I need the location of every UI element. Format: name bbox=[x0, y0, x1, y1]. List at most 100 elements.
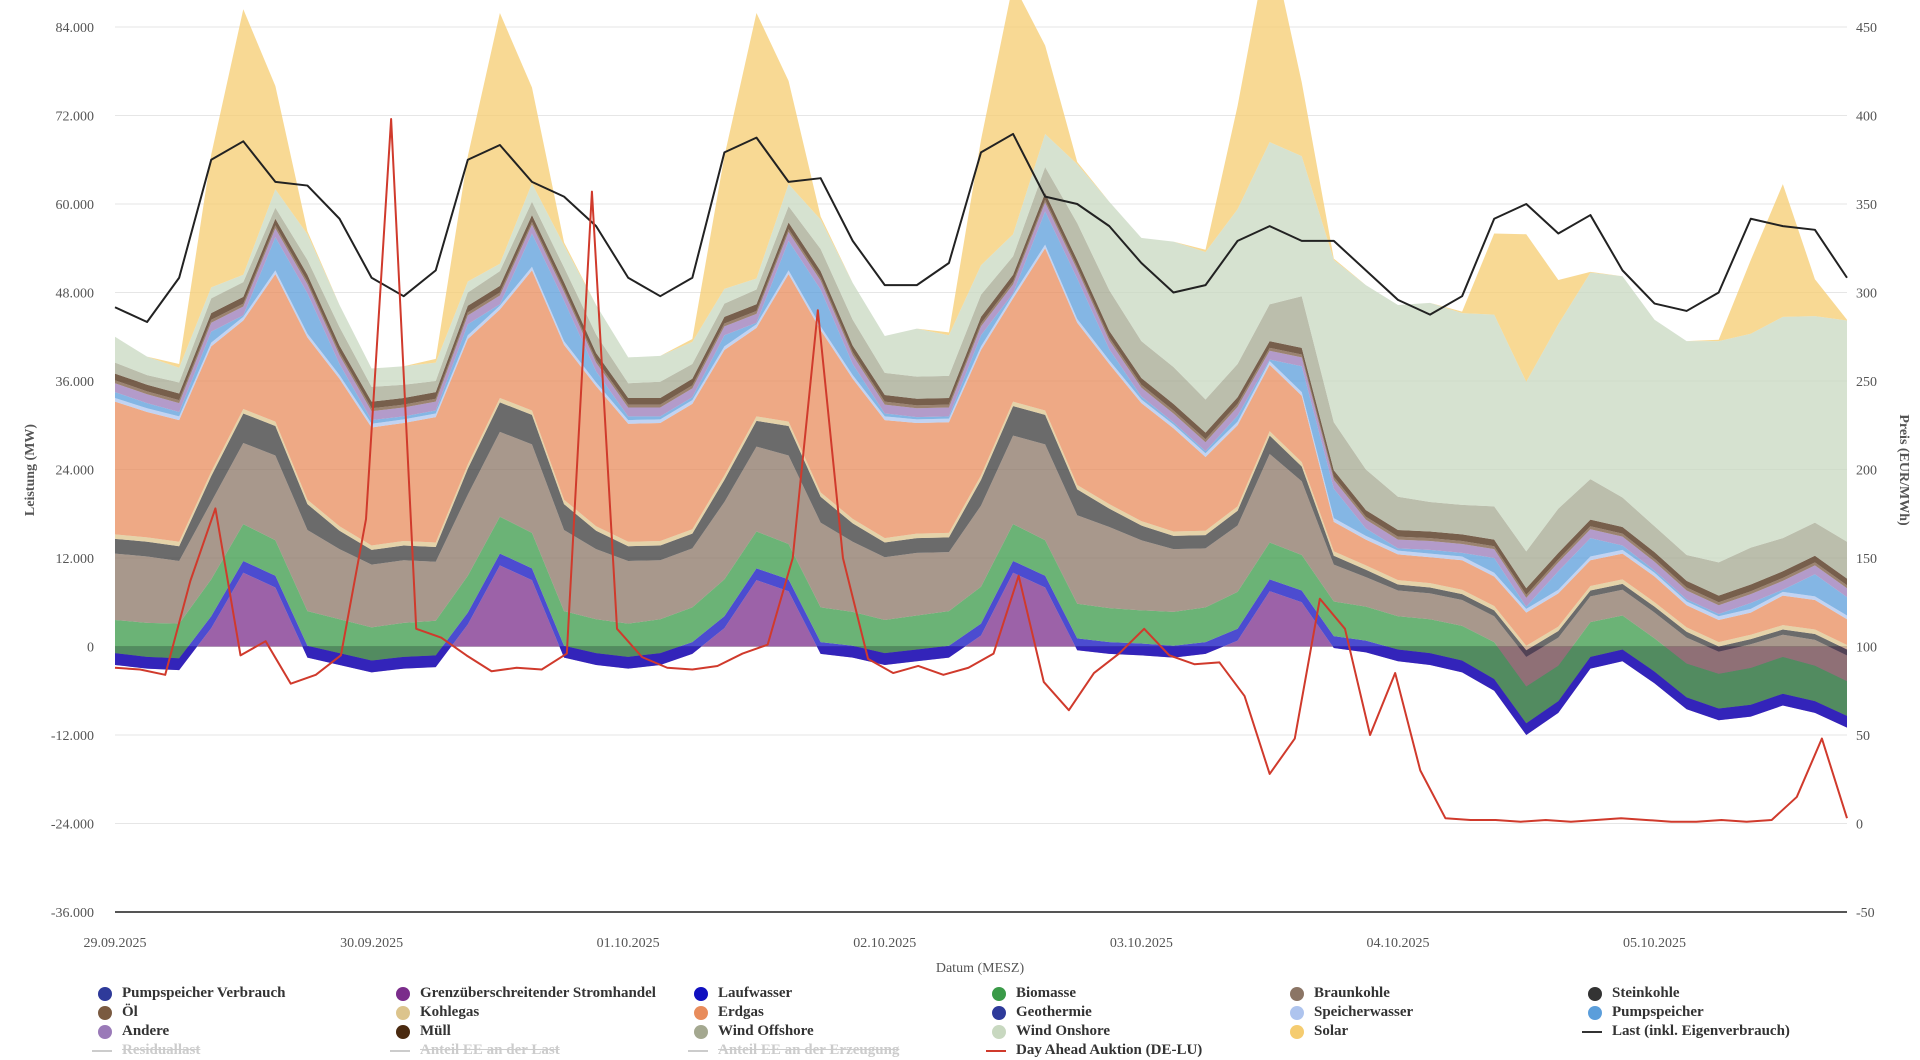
y-left-tick-label: 72.000 bbox=[56, 110, 95, 125]
y-right-tick-label: 450 bbox=[1856, 21, 1877, 36]
legend-label: Biomasse bbox=[1016, 985, 1076, 1001]
legend-label: Anteil EE an der Erzeugung bbox=[718, 1042, 900, 1058]
x-axis-title: Datum (MESZ) bbox=[936, 961, 1025, 975]
area-solar[interactable] bbox=[115, 0, 1847, 382]
x-tick-label: 02.10.2025 bbox=[853, 936, 916, 951]
legend-item[interactable]: Last (inkl. Eigenverbrauch) bbox=[1582, 1022, 1880, 1041]
legend-dot-icon bbox=[98, 1024, 112, 1039]
legend-label: Speicherwasser bbox=[1314, 1004, 1414, 1020]
legend-dot-icon bbox=[396, 986, 410, 1001]
legend-item[interactable]: Solar bbox=[1284, 1022, 1582, 1041]
legend-line-icon bbox=[688, 1049, 708, 1052]
y-right-tick-label: 400 bbox=[1856, 110, 1877, 125]
legend-label: Öl bbox=[122, 1004, 138, 1020]
area-biomasse[interactable] bbox=[115, 516, 1847, 724]
legend-item[interactable]: Geothermie bbox=[986, 1003, 1284, 1022]
legend-dot-icon bbox=[396, 1024, 410, 1039]
legend-line-icon bbox=[986, 1049, 1006, 1052]
legend-label: Wind Onshore bbox=[1016, 1023, 1111, 1039]
legend-item[interactable]: Pumpspeicher bbox=[1582, 1003, 1880, 1022]
legend-item[interactable]: Day Ahead Auktion (DE-LU) bbox=[986, 1041, 1284, 1060]
y-axis-right-title: Preis (EUR/MWh) bbox=[1896, 414, 1911, 526]
axes: 84.000 72.000 60.000 48.000 36.000 24.000 12.0… bbox=[51, 21, 1877, 951]
legend-dot-icon bbox=[694, 1024, 708, 1039]
area-erdgas[interactable] bbox=[115, 248, 1847, 646]
legend-label: Anteil EE an der Last bbox=[420, 1042, 560, 1058]
y-left-tick-label: -12.000 bbox=[51, 729, 94, 744]
legend-dot-icon bbox=[1290, 1024, 1304, 1039]
line-day-ahead-auktion-de-lu-[interactable] bbox=[114, 118, 1848, 823]
legend-item[interactable]: Pumpspeicher Verbrauch bbox=[92, 984, 390, 1003]
legend-item[interactable]: Anteil EE an der Erzeugung bbox=[688, 1041, 986, 1060]
legend-item[interactable]: Andere bbox=[92, 1022, 390, 1041]
y-left-tick-label: 84.000 bbox=[56, 21, 95, 36]
legend-dot-icon bbox=[992, 986, 1006, 1001]
area-braunkohle[interactable] bbox=[115, 431, 1847, 687]
legend-item[interactable]: Braunkohle bbox=[1284, 984, 1582, 1003]
legend-label: Geothermie bbox=[1016, 1004, 1092, 1020]
legend-dot-icon bbox=[694, 1005, 708, 1020]
legend-item[interactable]: Laufwasser bbox=[688, 984, 986, 1003]
y-left-tick-label: -36.000 bbox=[51, 906, 94, 921]
x-tick-label: 01.10.2025 bbox=[597, 936, 660, 951]
energy-chart: 84.000 72.000 60.000 48.000 36.000 24.000 12.0… bbox=[23, 0, 1911, 976]
legend-dot-icon bbox=[1588, 986, 1602, 1001]
y-left-tick-label: 48.000 bbox=[56, 287, 95, 302]
legend-label: Pumpspeicher bbox=[1612, 1004, 1704, 1020]
legend-item[interactable]: Wind Offshore bbox=[688, 1022, 986, 1041]
y-left-tick-label: 0 bbox=[87, 641, 94, 656]
legend-item[interactable]: Öl bbox=[92, 1003, 390, 1022]
line-last-inkl-eigenverbrauch-[interactable] bbox=[114, 132, 1848, 323]
area-steinkohle[interactable] bbox=[115, 402, 1847, 657]
line-series bbox=[114, 118, 1848, 823]
legend-label: Residuallast bbox=[122, 1042, 201, 1058]
legend-label: Wind Offshore bbox=[718, 1023, 814, 1039]
x-tick-label: 04.10.2025 bbox=[1366, 936, 1429, 951]
legend-dot-icon bbox=[98, 986, 112, 1001]
y-right-tick-label: 300 bbox=[1856, 287, 1877, 302]
legend-label: Andere bbox=[122, 1023, 170, 1039]
x-tick-label: 30.09.2025 bbox=[340, 936, 403, 951]
y-left-tick-label: 36.000 bbox=[56, 375, 95, 390]
legend-item[interactable]: Biomasse bbox=[986, 984, 1284, 1003]
legend-label: Laufwasser bbox=[718, 985, 793, 1001]
legend-item[interactable]: Residuallast bbox=[92, 1041, 390, 1060]
legend-label: Grenzüberschreitender Stromhandel bbox=[420, 985, 656, 1001]
legend-item[interactable]: Grenzüberschreitender Stromhandel bbox=[390, 984, 688, 1003]
legend-item[interactable]: Anteil EE an der Last bbox=[390, 1041, 688, 1060]
x-tick-label: 03.10.2025 bbox=[1110, 936, 1173, 951]
y-left-tick-label: 60.000 bbox=[56, 198, 95, 213]
legend-dot-icon bbox=[1588, 1005, 1602, 1020]
y-right-tick-label: 100 bbox=[1856, 641, 1877, 656]
legend-line-icon bbox=[1582, 1030, 1602, 1033]
y-left-tick-label: 24.000 bbox=[56, 464, 95, 479]
legend-item[interactable]: Erdgas bbox=[688, 1003, 986, 1022]
legend-item[interactable]: Speicherwasser bbox=[1284, 1003, 1582, 1022]
legend-item[interactable]: Müll bbox=[390, 1022, 688, 1041]
stacked-areas bbox=[115, 0, 1847, 735]
legend-label: Kohlegas bbox=[420, 1004, 480, 1020]
legend-label: Steinkohle bbox=[1612, 985, 1680, 1001]
x-tick-label: 29.09.2025 bbox=[84, 936, 147, 951]
legend-label: Last (inkl. Eigenverbrauch) bbox=[1612, 1023, 1790, 1039]
legend-item[interactable]: Kohlegas bbox=[390, 1003, 688, 1022]
area-wind-onshore[interactable] bbox=[115, 133, 1847, 563]
legend-label: Pumpspeicher Verbrauch bbox=[122, 985, 286, 1001]
legend-label: Müll bbox=[420, 1023, 451, 1039]
legend-dot-icon bbox=[992, 1005, 1006, 1020]
legend-item[interactable]: Wind Onshore bbox=[986, 1022, 1284, 1041]
legend-label: Solar bbox=[1314, 1023, 1349, 1039]
y-right-tick-label: 200 bbox=[1856, 464, 1877, 479]
y-right-tick-label: -50 bbox=[1856, 906, 1875, 921]
area-wind-offshore[interactable] bbox=[115, 167, 1847, 596]
legend: Pumpspeicher Verbrauch Grenzüberschreiten… bbox=[92, 984, 1892, 1060]
y-left-tick-label: -24.000 bbox=[51, 818, 94, 833]
y-axis-left-title: Leistung (MW) bbox=[23, 424, 38, 517]
legend-dot-icon bbox=[694, 986, 708, 1001]
legend-dot-icon bbox=[1290, 1005, 1304, 1020]
legend-label: Day Ahead Auktion (DE-LU) bbox=[1016, 1042, 1203, 1058]
legend-dot-icon bbox=[98, 1005, 112, 1020]
y-right-tick-label: 350 bbox=[1856, 198, 1877, 213]
y-right-tick-label: 0 bbox=[1856, 818, 1863, 833]
legend-item[interactable]: Steinkohle bbox=[1582, 984, 1880, 1003]
